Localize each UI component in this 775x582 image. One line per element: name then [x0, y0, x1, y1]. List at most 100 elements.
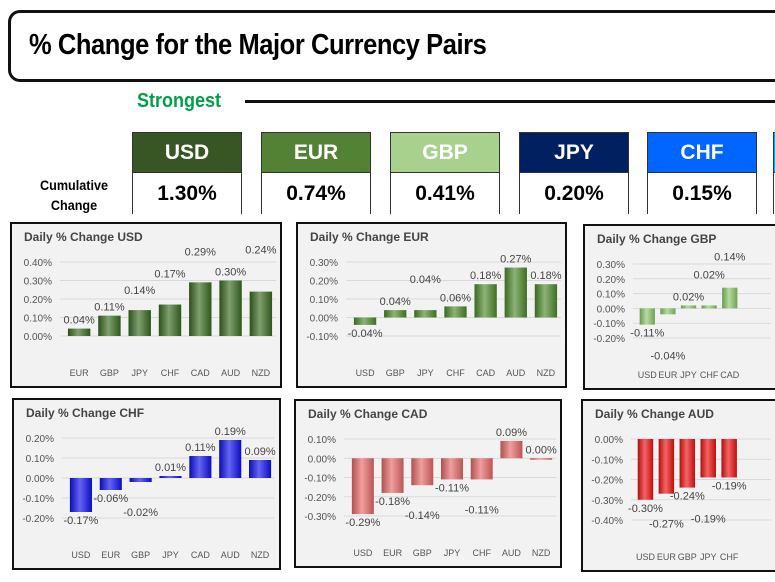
x-tick-label: NZD — [532, 548, 551, 558]
currency-box-eur: EUR 0.74% — [261, 132, 371, 214]
chart-title: Daily % Change CHF — [26, 406, 145, 420]
x-tick-label: AUD — [506, 368, 526, 378]
x-tick-label: JPY — [162, 550, 179, 560]
data-label: 0.17% — [154, 269, 185, 281]
x-tick-label: USD — [638, 370, 658, 380]
y-tick-label: 0.10% — [310, 295, 338, 306]
data-label: -0.11% — [465, 504, 499, 516]
data-label: 0.09% — [244, 446, 275, 458]
bar-gbp — [679, 439, 696, 488]
bar-jpy — [159, 476, 182, 478]
x-tick-label: USD — [636, 552, 656, 562]
bar-nzd — [530, 458, 553, 460]
x-tick-label: CHF — [700, 370, 719, 380]
bar-cad — [474, 284, 497, 318]
chart-panel-eur: Daily % Change EUR -0.10% 0.00% 0.10% 0.20% 0… — [296, 222, 567, 388]
bar-cad — [189, 282, 212, 336]
chart-svg: -0.20% -0.10% 0.00% 0.10% 0.20% USD EUR GBP JPY C… — [22, 426, 276, 560]
data-label: -0.17% — [63, 515, 98, 527]
data-label: 0.24% — [245, 245, 276, 257]
data-label: 0.11% — [94, 302, 125, 314]
data-label: 0.29% — [185, 246, 216, 258]
x-tick-label: GBP — [678, 552, 697, 562]
data-label: 0.06% — [440, 292, 471, 304]
x-tick-label: CAD — [476, 368, 496, 378]
bar-nzd — [249, 460, 272, 478]
data-label: -0.14% — [405, 510, 440, 522]
bar-eur — [67, 328, 91, 336]
x-tick-label: CHF — [720, 552, 739, 562]
data-label: 0.18% — [530, 270, 561, 282]
cumulative-value: 0.20% — [520, 173, 628, 214]
chart-panel-gbp: Daily % Change GBP -0.20% -0.10% 0.00% 0.10%… — [583, 224, 775, 390]
bar-eur — [381, 458, 404, 493]
data-label: 0.02% — [694, 269, 725, 281]
bar-usd — [351, 458, 374, 515]
bar-jpy — [128, 310, 151, 336]
data-label: -0.06% — [93, 493, 128, 505]
currency-code: CHF — [648, 133, 756, 173]
y-tick-label: 0.10% — [308, 435, 336, 446]
cumulative-label-line1: Cumulative — [40, 177, 108, 193]
bar-jpy — [700, 439, 716, 478]
bar-chf — [470, 458, 493, 480]
bar-aud — [500, 440, 523, 459]
data-label: -0.19% — [691, 513, 726, 525]
x-tick-label: CHF — [446, 368, 465, 378]
currency-code: EUR — [262, 133, 370, 173]
bar-eur — [660, 308, 676, 315]
y-tick-label: 0.20% — [310, 277, 338, 288]
x-tick-label: CAD — [720, 370, 740, 380]
currency-code: USD — [133, 133, 241, 173]
y-tick-label: 0.30% — [597, 260, 625, 271]
cumulative-change-label: Cumulative Change — [29, 175, 119, 215]
data-label: 0.14% — [714, 252, 745, 264]
chart-title: Daily % Change CAD — [308, 407, 428, 421]
y-tick-label: 0.00% — [24, 332, 52, 343]
y-tick-label: 0.20% — [24, 295, 52, 306]
y-tick-label: 0.00% — [308, 454, 336, 465]
y-tick-label: -0.20% — [591, 476, 623, 487]
y-tick-label: 0.30% — [24, 277, 52, 288]
data-label: 0.02% — [673, 291, 704, 303]
cumulative-value: 0.15% — [648, 173, 756, 214]
data-label: 0.27% — [500, 254, 531, 266]
y-tick-label: 0.10% — [26, 454, 54, 465]
data-label: -0.19% — [712, 480, 747, 492]
data-label: -0.04% — [650, 350, 685, 362]
bar-eur — [658, 439, 675, 494]
y-tick-label: 0.00% — [597, 304, 625, 315]
chart-svg: -0.40% -0.30% -0.20% -0.10% 0.00% USD EUR GBP JP… — [591, 435, 771, 562]
bar-jpy — [680, 305, 697, 309]
bar-chf — [158, 304, 182, 336]
y-tick-label: -0.20% — [304, 493, 336, 504]
bar-cad — [722, 287, 738, 309]
data-label: 0.09% — [496, 427, 527, 439]
bar-jpy — [414, 310, 437, 318]
currency-box-gbp: GBP 0.41% — [390, 132, 500, 214]
data-label: -0.04% — [348, 328, 383, 340]
currency-box-usd: USD 1.30% — [132, 132, 242, 214]
data-label: -0.02% — [123, 507, 158, 519]
data-label: -0.11% — [630, 328, 664, 340]
y-tick-label: 0.00% — [310, 314, 338, 325]
data-label: -0.11% — [435, 482, 469, 494]
x-tick-label: JPY — [700, 552, 717, 562]
data-label: 0.04% — [64, 315, 95, 327]
data-label: 0.18% — [470, 270, 501, 282]
x-tick-label: NZD — [537, 368, 556, 378]
x-tick-label: JPY — [131, 368, 148, 378]
bar-usd — [637, 439, 654, 500]
y-tick-label: -0.10% — [591, 455, 623, 466]
data-label: 0.14% — [124, 285, 155, 297]
bar-jpy — [441, 458, 463, 480]
chart-panel-chf: Daily % Change CHF -0.20% -0.10% 0.00% 0.10%… — [12, 398, 281, 570]
bar-chf — [701, 305, 717, 309]
bar-gbp — [411, 458, 434, 486]
x-tick-label: CAD — [191, 550, 211, 560]
y-tick-label: 0.20% — [26, 434, 54, 445]
x-tick-label: GBP — [413, 548, 432, 558]
bar-aud — [219, 440, 242, 478]
x-tick-label: USD — [356, 368, 376, 378]
data-label: -0.29% — [345, 517, 380, 529]
